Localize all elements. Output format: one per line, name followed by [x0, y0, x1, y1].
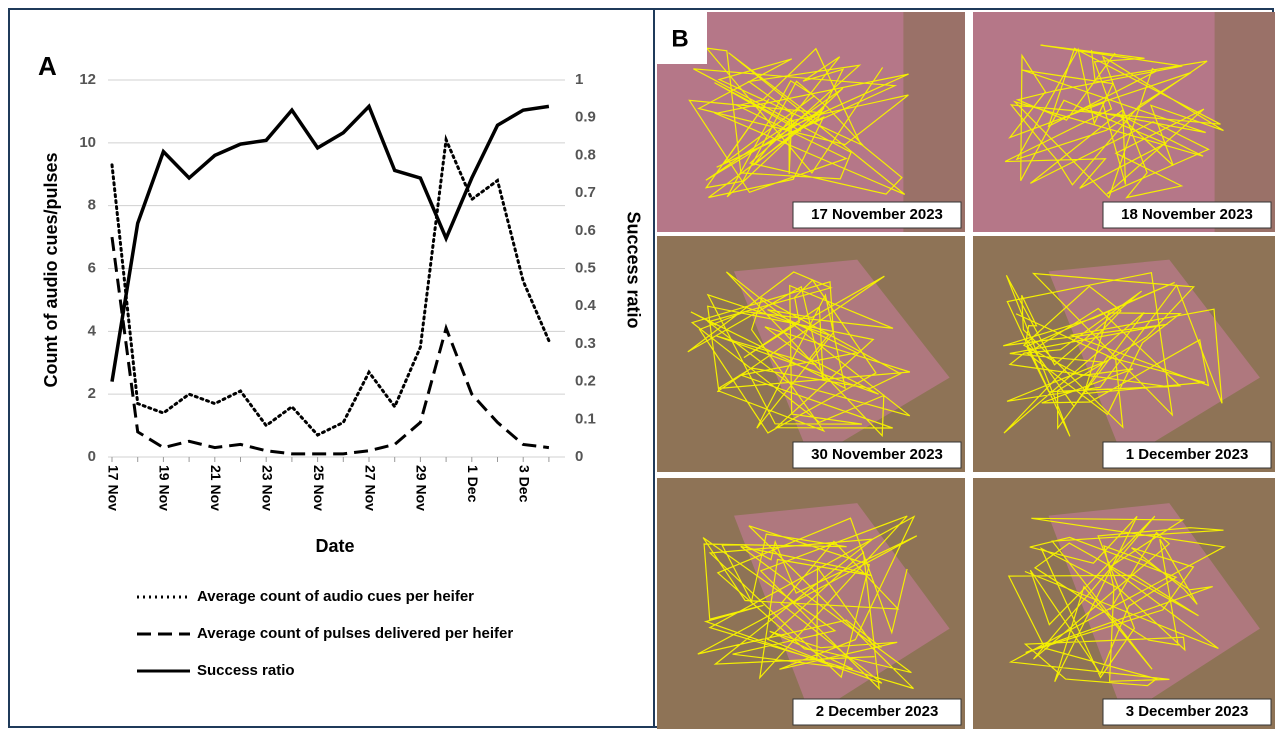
x-tick-label: 23 Nov — [259, 465, 275, 511]
y-tick-label: 6 — [88, 259, 96, 276]
map-label: 3 December 2023 — [1126, 703, 1249, 720]
y2-tick-label: 0.2 — [575, 373, 596, 390]
y2-tick-label: 0.3 — [575, 335, 596, 352]
map-border — [657, 232, 1275, 236]
y2-tick-label: 0 — [575, 448, 583, 465]
y2-tick-label: 0.4 — [575, 297, 597, 314]
y2-tick-label: 1 — [575, 71, 583, 88]
map-border — [657, 472, 1275, 478]
x-tick-label: 21 Nov — [208, 465, 224, 511]
y2-tick-label: 0.6 — [575, 222, 596, 239]
map-border — [965, 12, 973, 729]
y-tick-label: 0 — [88, 448, 96, 465]
map-label: 30 November 2023 — [811, 446, 943, 463]
map-panel: 17 November 2023 18 November 2023 30 Novem… — [657, 12, 1275, 729]
y2-axis-label: Success ratio — [623, 211, 643, 328]
page: A Date Count of audio cues/pulses Succes… — [0, 0, 1275, 729]
x-tick-label: 17 Nov — [105, 465, 121, 511]
map-label: 2 December 2023 — [816, 703, 939, 720]
y2-tick-label: 0.8 — [575, 146, 596, 163]
y2-tick-label: 0.5 — [575, 259, 596, 276]
map-label: 17 November 2023 — [811, 206, 943, 223]
series-line — [112, 106, 549, 381]
series-line — [112, 237, 549, 454]
x-tick-label: 3 Dec — [516, 465, 532, 503]
y-tick-label: 8 — [88, 197, 96, 214]
y-tick-label: 2 — [88, 385, 96, 402]
y2-tick-label: 0.7 — [575, 184, 596, 201]
panel-label: B — [671, 25, 688, 52]
legend-label: Average count of audio cues per heifer — [197, 588, 474, 605]
figure: A Date Count of audio cues/pulses Succes… — [0, 0, 1275, 729]
map-label: 18 November 2023 — [1121, 206, 1253, 223]
x-tick-label: 25 Nov — [311, 465, 327, 511]
panel-label: A — [38, 51, 57, 81]
map-label: 1 December 2023 — [1126, 446, 1249, 463]
series-line — [112, 140, 549, 435]
y-tick-label: 10 — [79, 134, 96, 151]
y-axis-label: Count of audio cues/pulses — [41, 152, 61, 387]
y2-tick-label: 0.1 — [575, 410, 596, 427]
legend-label: Average count of pulses delivered per he… — [197, 625, 513, 642]
x-tick-label: 1 Dec — [465, 465, 481, 503]
x-axis-label: Date — [315, 536, 354, 556]
x-tick-label: 27 Nov — [362, 465, 378, 511]
legend-label: Success ratio — [197, 662, 295, 679]
y-tick-label: 4 — [88, 322, 97, 339]
y2-tick-label: 0.9 — [575, 109, 596, 126]
x-tick-label: 29 Nov — [414, 465, 430, 511]
y-tick-label: 12 — [79, 71, 96, 88]
x-tick-label: 19 Nov — [157, 465, 173, 511]
